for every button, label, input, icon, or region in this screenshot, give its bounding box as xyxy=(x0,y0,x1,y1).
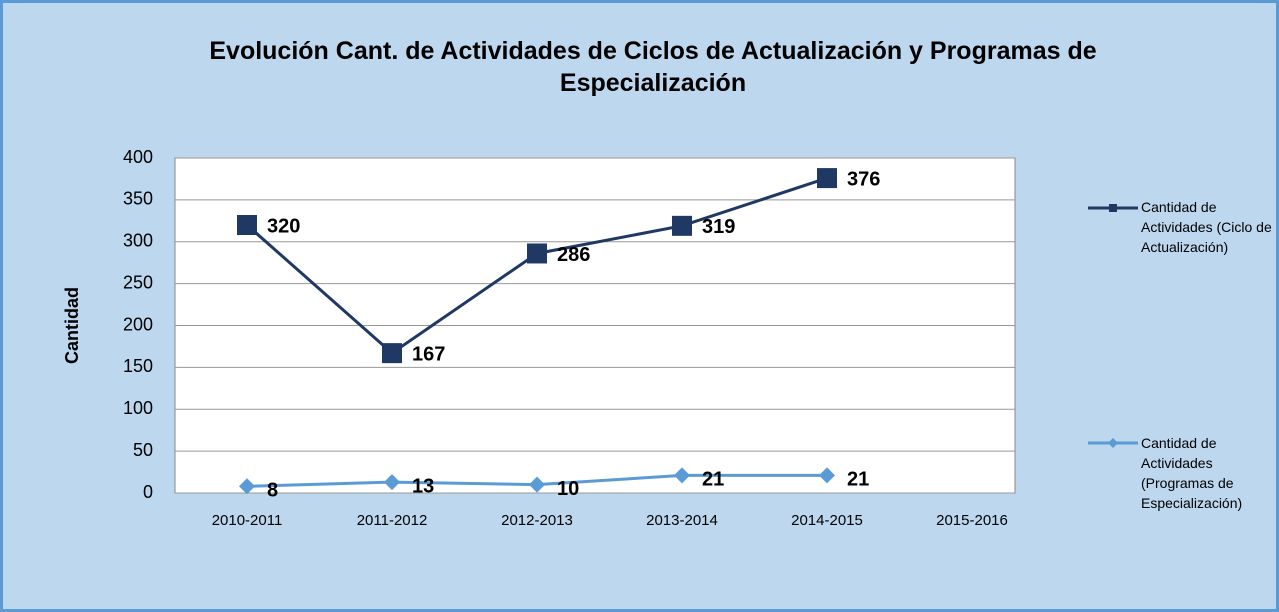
legend-label: Cantidad de Actividades (Programas de Es… xyxy=(1141,435,1243,511)
y-tick-label: 350 xyxy=(123,189,153,209)
data-label: 286 xyxy=(557,244,590,266)
data-label: 13 xyxy=(412,475,434,497)
y-tick-label: 300 xyxy=(123,231,153,251)
x-tick-label: 2014-2015 xyxy=(791,512,863,529)
y-tick-label: 250 xyxy=(123,272,153,292)
x-tick-label: 2013-2014 xyxy=(646,512,718,529)
legend-marker xyxy=(1108,438,1118,448)
marker xyxy=(382,343,402,364)
data-label: 21 xyxy=(702,469,724,491)
marker xyxy=(817,168,837,189)
x-tick-label: 2010-2011 xyxy=(212,512,283,529)
data-label: 167 xyxy=(412,343,445,365)
x-tick-label: 2015-2016 xyxy=(936,512,1008,529)
y-tick-label: 200 xyxy=(123,314,153,334)
data-label: 10 xyxy=(557,478,579,500)
data-label: 320 xyxy=(267,215,300,237)
data-label: 8 xyxy=(267,480,278,502)
marker xyxy=(529,476,545,493)
y-tick-label: 400 xyxy=(123,147,153,167)
marker xyxy=(674,467,690,484)
data-label: 21 xyxy=(847,469,869,491)
plot-svg: 0 50 100 150 200 250 300 350 400 2010-2011 2011-20… xyxy=(62,147,1138,529)
marker xyxy=(384,474,400,491)
y-tick-label: 50 xyxy=(133,440,153,460)
x-tick-label: 2011-2012 xyxy=(357,512,428,529)
y-axis-label: Cantidad xyxy=(62,287,82,364)
data-label: 319 xyxy=(702,216,735,238)
legend-marker xyxy=(1109,204,1117,212)
y-tick-label: 100 xyxy=(123,398,153,418)
marker xyxy=(672,215,692,236)
data-label: 376 xyxy=(847,168,880,190)
marker xyxy=(527,243,547,264)
marker xyxy=(237,215,257,235)
marker xyxy=(239,478,255,495)
marker xyxy=(819,467,835,484)
legend-label: Cantidad de Actividades (Ciclo de Actual… xyxy=(1141,199,1272,255)
y-tick-label: 0 xyxy=(143,482,153,502)
x-tick-label: 2012-2013 xyxy=(501,512,573,529)
y-tick-label: 150 xyxy=(123,356,153,376)
chart-title: Evolución Cant. de Actividades de Ciclos… xyxy=(209,37,1097,97)
